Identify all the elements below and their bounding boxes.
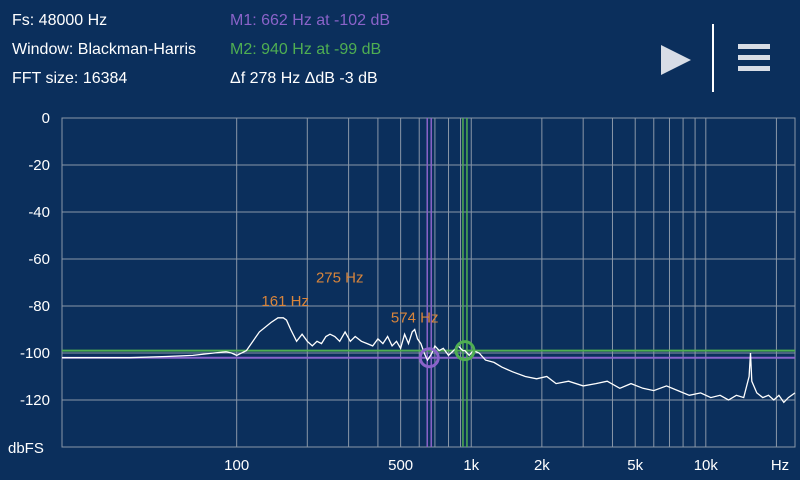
y-axis-label: dbFS bbox=[8, 440, 44, 457]
peak-label: 574 Hz bbox=[391, 309, 439, 326]
x-axis-label: Hz bbox=[771, 457, 789, 474]
y-tick-label: -120 bbox=[20, 392, 50, 409]
m1-marker-ring bbox=[418, 347, 440, 369]
toolbar-divider bbox=[712, 24, 714, 92]
y-tick-label: 0 bbox=[42, 110, 50, 127]
x-tick-label: 1k bbox=[463, 457, 479, 474]
y-tick-label: -40 bbox=[28, 204, 50, 221]
x-tick-label: 2k bbox=[534, 457, 550, 474]
x-tick-label: 5k bbox=[627, 457, 643, 474]
marker-1-readout: M1: 662 Hz at -102 dB bbox=[230, 12, 391, 29]
y-tick-label: -20 bbox=[28, 157, 50, 174]
marker-2-readout: M2: 940 Hz at -99 dB bbox=[230, 41, 382, 58]
sample-rate-label: Fs: 48000 Hz bbox=[12, 12, 108, 29]
peak-label: 275 Hz bbox=[316, 270, 364, 287]
x-tick-label: 100 bbox=[224, 457, 249, 474]
fft-size-label: FFT size: 16384 bbox=[12, 70, 128, 87]
y-tick-label: -100 bbox=[20, 345, 50, 362]
y-tick-label: -80 bbox=[28, 298, 50, 315]
menu-icon bbox=[738, 44, 770, 71]
peak-label: 161 Hz bbox=[261, 293, 309, 310]
window-label: Window: Blackman-Harris bbox=[12, 41, 197, 58]
y-tick-label: -60 bbox=[28, 251, 50, 268]
spectrum-line bbox=[62, 317, 796, 404]
marker-delta-readout: Δf 278 Hz ΔdB -3 dB bbox=[230, 70, 378, 87]
play-button[interactable] bbox=[652, 36, 700, 84]
x-tick-label: 500 bbox=[388, 457, 413, 474]
plot-frame bbox=[61, 117, 796, 448]
menu-button[interactable] bbox=[738, 44, 770, 76]
play-icon bbox=[661, 45, 691, 75]
x-tick-label: 10k bbox=[694, 457, 719, 474]
m2-marker-ring bbox=[454, 340, 476, 362]
